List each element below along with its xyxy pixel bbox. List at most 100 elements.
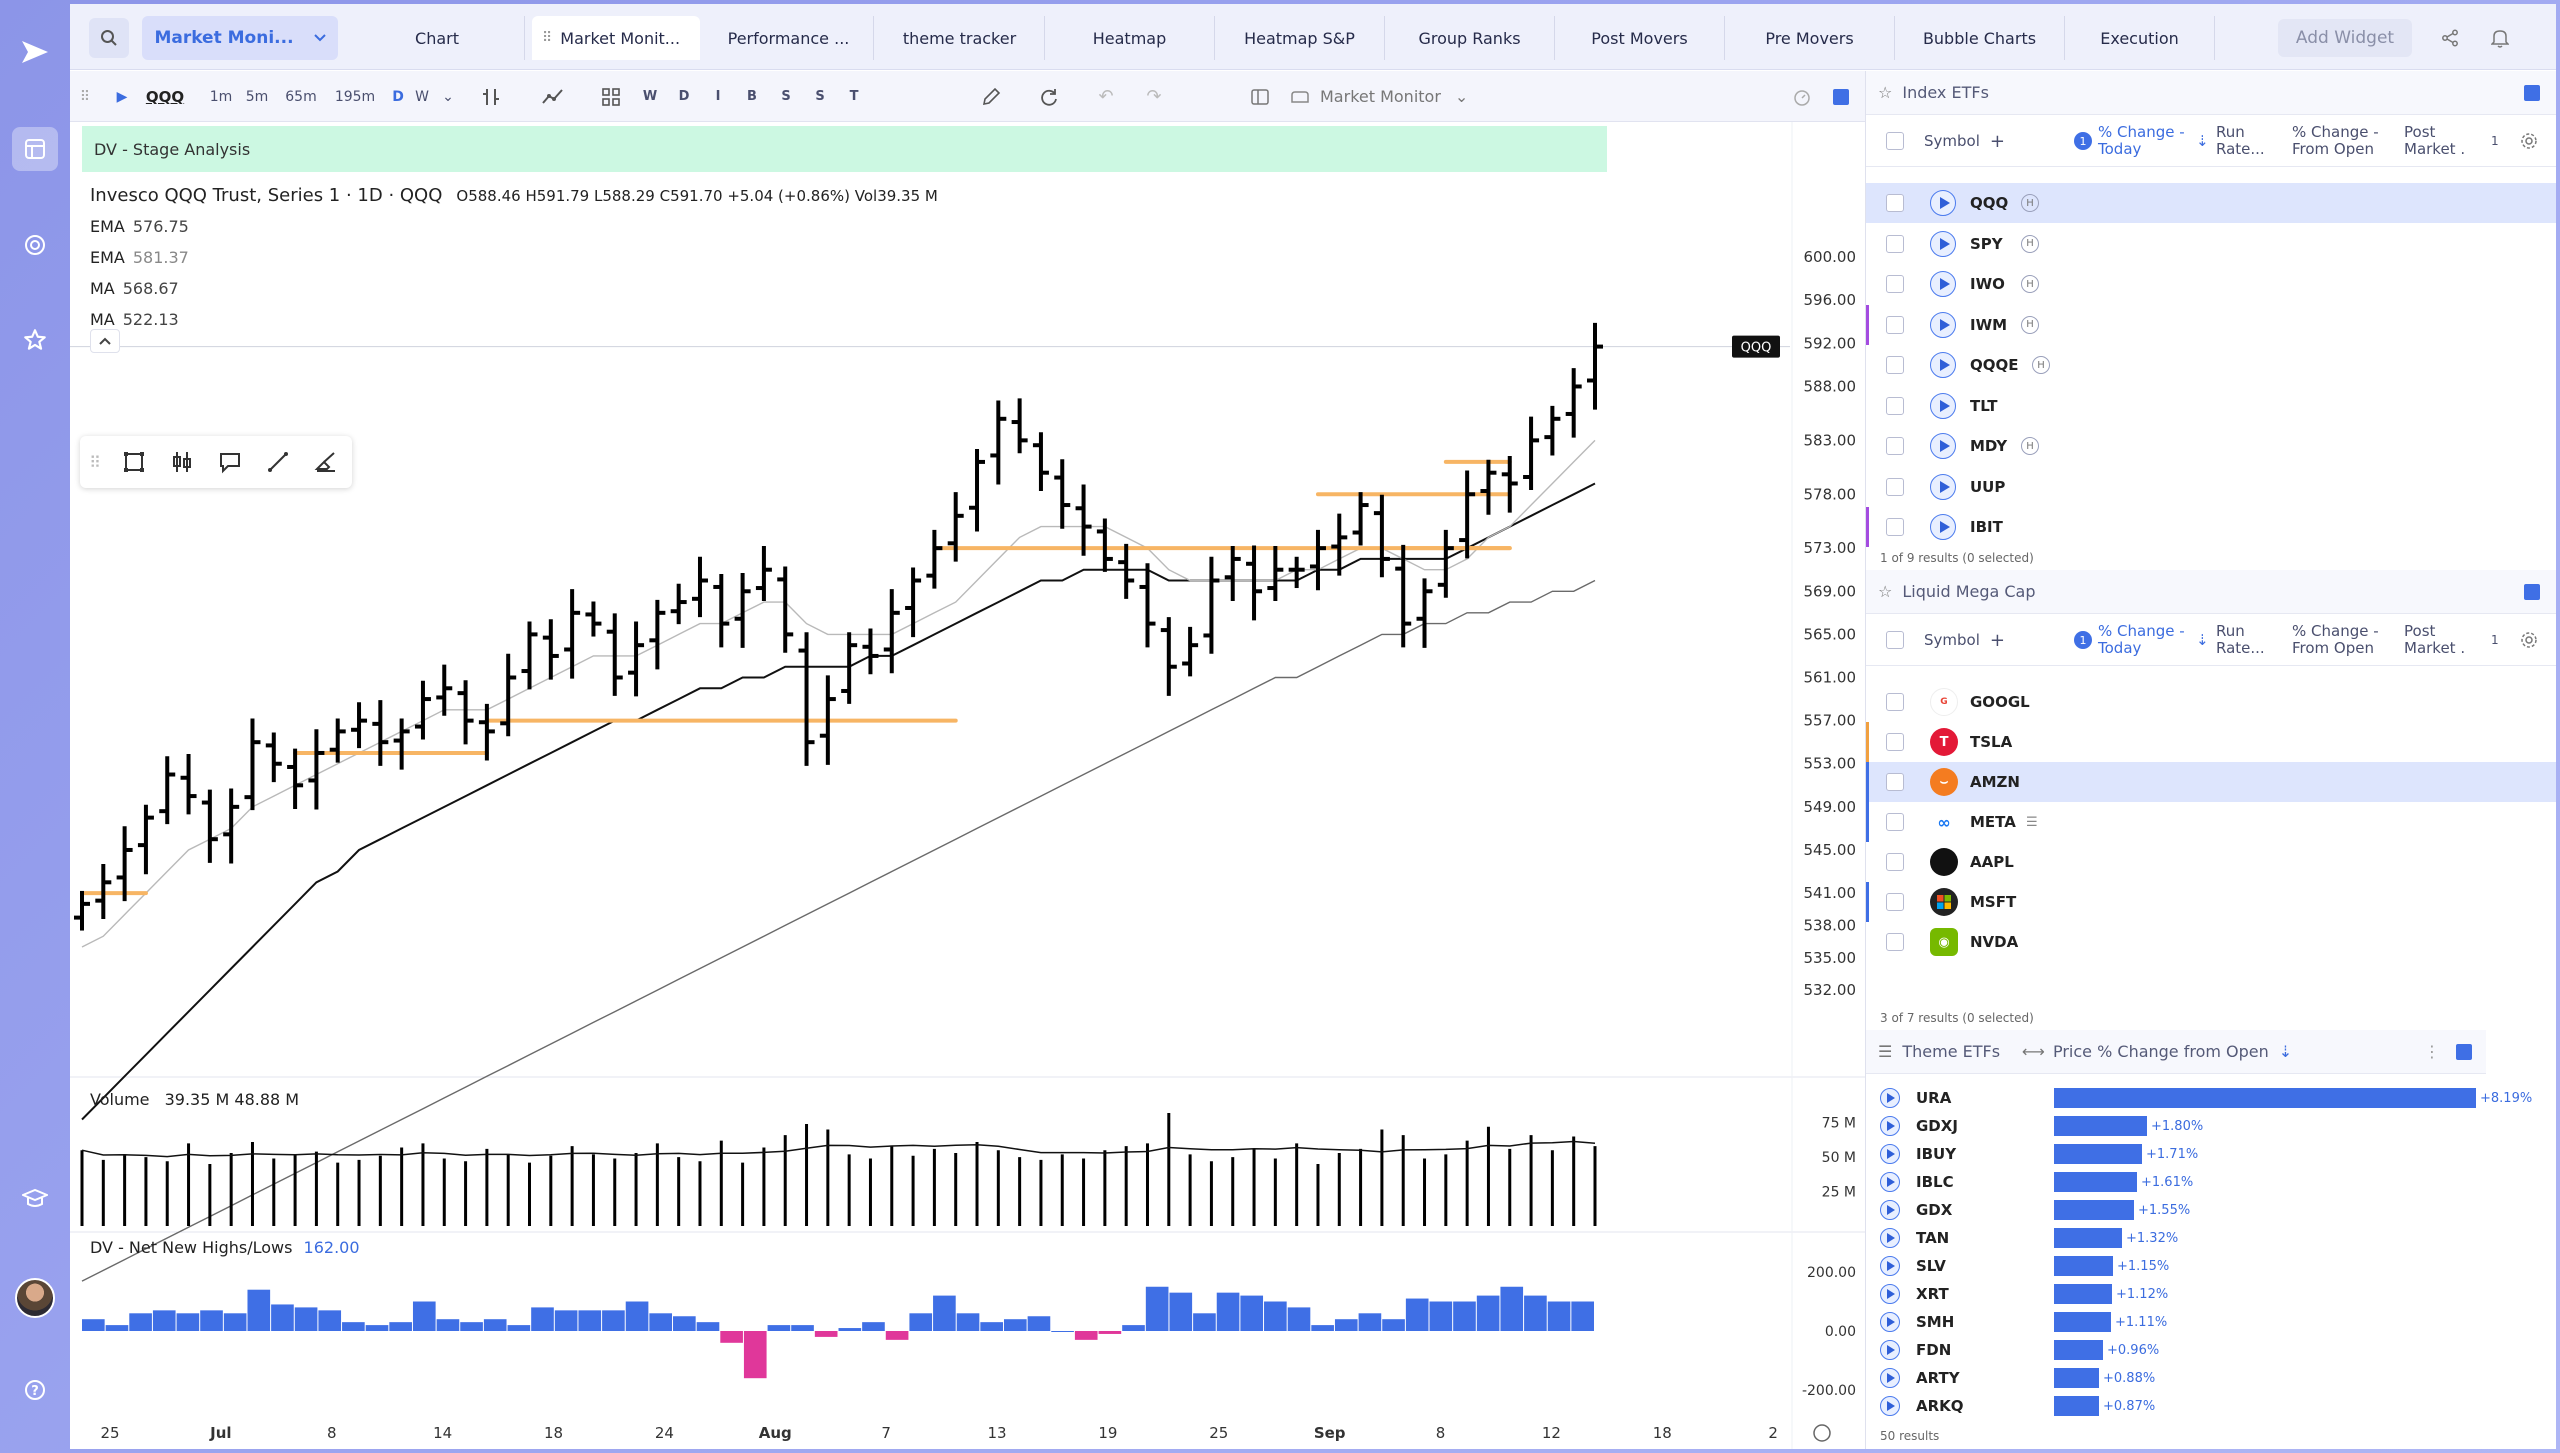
nav-target-icon[interactable] <box>0 220 70 270</box>
chevron-down-icon[interactable]: ⌄ <box>442 88 454 105</box>
play-icon[interactable] <box>1880 1144 1900 1164</box>
grid-layout-icon[interactable] <box>598 71 624 122</box>
chart-area[interactable]: 600.00 596.00 592.00 588.00 583.00 578.00 573.… <box>70 122 1865 1449</box>
column-change-today[interactable]: % Change - Today <box>2098 622 2185 657</box>
refresh-icon[interactable] <box>1036 71 1062 122</box>
theme-row[interactable]: GDXJ +1.80% <box>1866 1112 2486 1140</box>
app-logo-icon[interactable] <box>0 30 70 74</box>
play-icon[interactable] <box>1930 352 1956 378</box>
select-all-checkbox[interactable] <box>1886 631 1904 649</box>
collapse-legend-button[interactable] <box>90 329 120 353</box>
drag-handle-icon[interactable]: ⠿ <box>542 30 553 46</box>
row-symbol[interactable]: QQQ <box>1970 194 2009 212</box>
add-column-icon[interactable]: + <box>1989 130 2005 152</box>
bell-icon[interactable] <box>2480 16 2520 60</box>
bar-letter-s2[interactable]: S <box>815 89 825 104</box>
theme-row[interactable]: GDX +1.55% <box>1866 1196 2486 1224</box>
table-row[interactable]: T TSLA <box>1866 722 2556 762</box>
alarm-icon[interactable] <box>1790 71 1814 122</box>
user-avatar[interactable] <box>0 1270 70 1326</box>
bar-letter-d[interactable]: D <box>678 89 690 104</box>
redo-icon[interactable]: ↷ <box>1146 86 1162 107</box>
tab-market-monitor[interactable]: ⠿ Market Monit... <box>532 16 700 60</box>
play-icon[interactable] <box>1880 1284 1900 1304</box>
bar-letter-s[interactable]: S <box>781 89 791 104</box>
tab-theme-tracker[interactable]: theme tracker <box>875 16 1045 60</box>
theme-symbol[interactable]: ARKQ <box>1916 1397 1964 1415</box>
play-icon[interactable] <box>1930 190 1956 216</box>
play-icon[interactable] <box>1930 433 1956 459</box>
add-column-icon[interactable]: + <box>1989 629 2005 651</box>
column-post-market[interactable]: Post Market . <box>2404 123 2466 158</box>
theme-row[interactable]: ARKQ +0.87% <box>1866 1392 2486 1420</box>
play-icon[interactable]: ▶ <box>116 88 128 105</box>
table-row[interactable]: SPY H <box>1866 224 2556 264</box>
table-row[interactable]: TLT <box>1866 386 2556 426</box>
candle-tool-icon[interactable] <box>158 438 206 486</box>
drag-handle-icon[interactable]: ⠿ <box>89 452 101 472</box>
bar-letter-t[interactable]: T <box>849 89 859 104</box>
tab-post-movers[interactable]: Post Movers <box>1555 16 1725 60</box>
column-change-open[interactable]: % Change - From Open <box>2292 622 2379 657</box>
table-row[interactable]: IWM H <box>1866 304 2556 345</box>
holdings-badge[interactable]: H <box>2021 437 2039 455</box>
theme-row[interactable]: XRT +1.12% <box>1866 1280 2486 1308</box>
row-checkbox[interactable] <box>1886 693 1904 711</box>
play-icon[interactable] <box>1880 1200 1900 1220</box>
row-checkbox[interactable] <box>1886 437 1904 455</box>
pencil-icon[interactable] <box>978 71 1004 122</box>
tab-heatmap[interactable]: Heatmap <box>1045 16 1215 60</box>
tab-execution[interactable]: Execution <box>2065 16 2215 60</box>
layout-select[interactable]: Market Moni... <box>142 16 338 60</box>
tab-performance[interactable]: Performance ... <box>704 16 874 60</box>
panel-color-swatch[interactable] <box>2456 1043 2472 1060</box>
row-symbol[interactable]: SPY <box>1970 234 2003 253</box>
holdings-badge[interactable]: H <box>2021 315 2039 334</box>
theme-row[interactable]: FDN +0.96% <box>1866 1336 2486 1364</box>
play-icon[interactable] <box>1880 1368 1900 1388</box>
interval-w[interactable]: W <box>415 88 429 105</box>
column-run-rate[interactable]: Run Rate... <box>2216 123 2265 158</box>
row-checkbox[interactable] <box>1886 356 1904 374</box>
symbol-input[interactable]: QQQ <box>145 87 185 106</box>
interval-1m[interactable]: 1m <box>209 88 233 105</box>
theme-row[interactable]: IBUY +1.71% <box>1866 1140 2486 1168</box>
table-row[interactable]: AAPL <box>1866 842 2556 882</box>
table-row[interactable]: ⌣ AMZN <box>1866 762 2556 802</box>
indicator-row[interactable]: MA 522.13 <box>90 304 938 335</box>
play-icon[interactable] <box>1880 1116 1900 1136</box>
table-row[interactable]: ◉ NVDA <box>1866 922 2556 962</box>
tab-pre-movers[interactable]: Pre Movers <box>1725 16 1895 60</box>
row-checkbox[interactable] <box>1886 234 1904 253</box>
row-checkbox[interactable] <box>1886 315 1904 334</box>
theme-symbol[interactable]: FDN <box>1916 1341 1952 1359</box>
theme-row[interactable]: ARTY +0.88% <box>1866 1364 2486 1392</box>
play-icon[interactable] <box>1930 392 1956 419</box>
help-icon[interactable]: ? <box>0 1365 70 1415</box>
settings-gear-icon[interactable] <box>2520 614 2538 666</box>
row-checkbox[interactable] <box>1886 194 1904 212</box>
theme-symbol[interactable]: SLV <box>1916 1257 1946 1275</box>
row-checkbox[interactable] <box>1886 396 1904 415</box>
table-row[interactable]: ∞ META ☰ <box>1866 802 2556 842</box>
search-button[interactable] <box>86 16 132 60</box>
sort-desc-icon[interactable]: ⇣ <box>2196 630 2209 649</box>
more-options-icon[interactable]: ⋮ <box>2424 1042 2440 1061</box>
play-icon[interactable] <box>1930 271 1956 297</box>
table-row[interactable]: MDY H <box>1866 426 2556 466</box>
play-icon[interactable] <box>1880 1396 1900 1416</box>
tab-bubble-charts[interactable]: Bubble Charts <box>1895 16 2065 60</box>
table-row[interactable]: IWO H <box>1866 264 2556 304</box>
theme-symbol[interactable]: GDX <box>1916 1201 1953 1219</box>
play-icon[interactable] <box>1880 1172 1900 1192</box>
panel-color-swatch[interactable] <box>2524 84 2540 101</box>
column-change-open[interactable]: % Change - From Open <box>2292 123 2379 158</box>
nav-star-icon[interactable] <box>0 315 70 365</box>
column-change-today[interactable]: % Change - Today <box>2098 123 2185 158</box>
indicator-row[interactable]: EMA 576.75 <box>90 211 938 242</box>
star-icon[interactable]: ☆ <box>1878 582 1893 601</box>
menu-icon[interactable]: ☰ <box>1878 1042 1893 1061</box>
row-symbol[interactable]: GOOGL <box>1970 693 2030 711</box>
layout-icon[interactable] <box>1248 71 1272 122</box>
play-icon[interactable] <box>1880 1256 1900 1276</box>
